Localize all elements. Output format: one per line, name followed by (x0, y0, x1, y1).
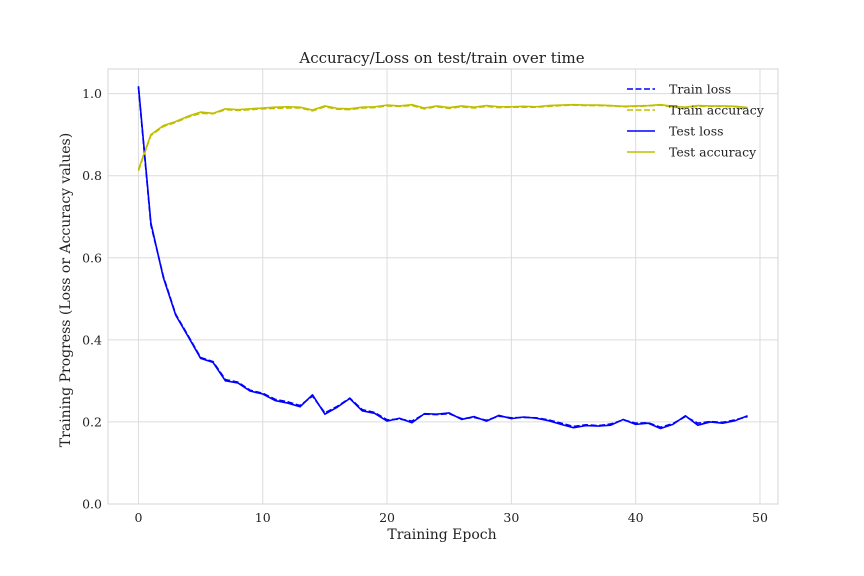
y-tick-label: 0.0 (82, 497, 102, 512)
x-tick-label: 30 (503, 510, 519, 525)
y-axis-label: Training Progress (Loss or Accuracy valu… (58, 133, 74, 447)
chart-title: Accuracy/Loss on test/train over time (298, 49, 584, 67)
y-axis-ticks: 0.0 0.2 0.4 0.6 0.8 1.0 (82, 86, 102, 511)
y-tick-label: 0.8 (82, 168, 102, 183)
x-tick-label: 50 (752, 510, 768, 525)
series-layer (137, 86, 748, 430)
series-line-train-accuracy (137, 104, 748, 172)
y-tick-label: 0.4 (82, 332, 102, 347)
legend: Train loss Train accuracy Test loss Test ac… (627, 82, 765, 160)
legend-label: Test loss (669, 124, 724, 139)
series-line-train-loss (137, 87, 748, 429)
y-tick-label: 0.2 (82, 414, 102, 429)
y-tick-label: 0.6 (82, 250, 102, 265)
x-axis-ticks: 0 10 20 30 40 50 (134, 510, 767, 525)
plot-area-frame (107, 68, 779, 505)
x-tick-label: 40 (628, 510, 644, 525)
x-tick-label: 0 (134, 510, 142, 525)
legend-label: Test accuracy (669, 145, 757, 160)
x-tick-label: 10 (255, 510, 271, 525)
x-tick-label: 20 (379, 510, 395, 525)
legend-label: Train loss (669, 82, 731, 97)
legend-label: Train accuracy (669, 103, 765, 118)
x-axis-label: Training Epoch (387, 527, 496, 543)
y-tick-label: 1.0 (82, 86, 102, 101)
